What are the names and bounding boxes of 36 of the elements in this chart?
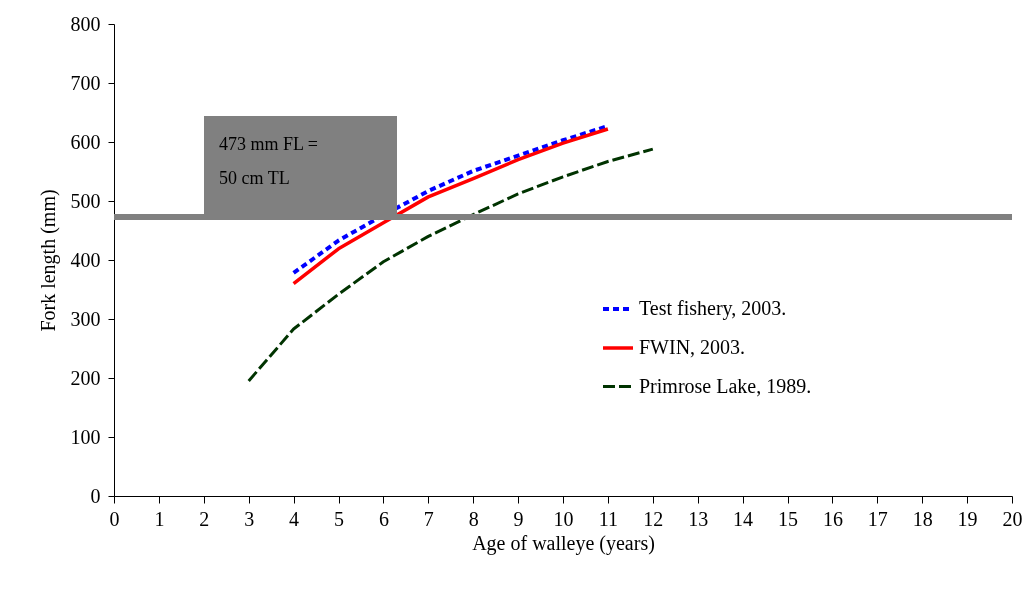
x-tick-label: 1 — [154, 507, 165, 530]
x-tick-label: 11 — [598, 507, 619, 530]
x-tick-label: 13 — [688, 507, 709, 530]
x-tick-label: 17 — [867, 507, 888, 530]
x-tick-label: 8 — [468, 507, 479, 530]
x-tick-label: 20 — [1002, 507, 1023, 530]
y-tick-label: 600 — [70, 130, 101, 153]
x-tick-label: 19 — [957, 507, 978, 530]
x-tick-label: 12 — [643, 507, 664, 530]
x-tick-label: 6 — [378, 507, 389, 530]
y-tick-label: 0 — [90, 484, 101, 507]
y-axis-title: Fork length (mm) — [36, 189, 60, 332]
label-box: 473 mm FL = 50 cm TL — [204, 115, 397, 214]
x-tick-label: 3 — [244, 507, 255, 530]
y-tick-label: 400 — [70, 248, 101, 271]
y-tick-label: 800 — [70, 12, 101, 35]
legend-label: FWIN, 2003. — [639, 336, 746, 358]
x-tick-label: 9 — [513, 507, 524, 530]
x-tick-label: 18 — [912, 507, 933, 530]
y-tick-label: 500 — [70, 189, 101, 212]
x-tick-label: 14 — [733, 507, 754, 530]
y-tick-label: 200 — [70, 366, 101, 389]
legend-label: Primrose Lake, 1989. — [639, 374, 812, 397]
x-tick-label: 16 — [822, 507, 843, 530]
legend-label: Test fishery, 2003. — [639, 297, 787, 320]
x-tick-label: 0 — [109, 507, 120, 530]
x-tick-label: 4 — [289, 507, 300, 530]
x-axis-title: Age of walleye (years) — [472, 531, 655, 555]
x-tick-label: 5 — [334, 507, 344, 530]
x-tick-label: 2 — [199, 507, 210, 530]
y-tick-label: 100 — [70, 425, 101, 448]
y-tick-label: 700 — [70, 71, 101, 94]
x-tick-label: 15 — [778, 507, 798, 530]
y-tick-label: 300 — [70, 307, 101, 330]
x-tick-label: 7 — [423, 507, 434, 530]
x-tick-label: 10 — [553, 507, 574, 530]
